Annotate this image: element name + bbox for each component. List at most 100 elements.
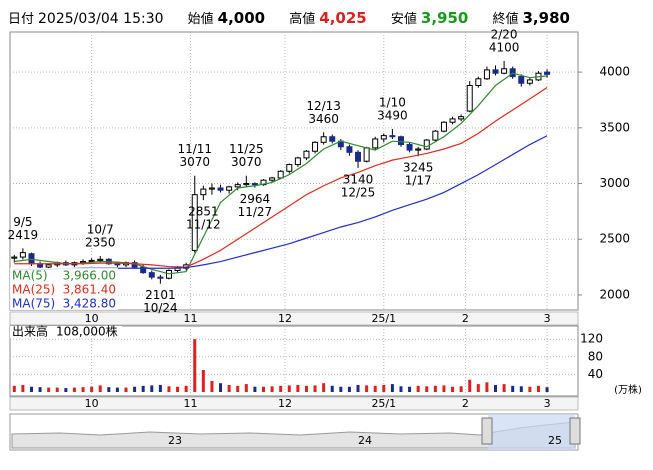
volume-bar — [261, 386, 265, 392]
candle-body — [346, 146, 353, 153]
candle-body — [114, 263, 121, 266]
volume-bar — [98, 385, 102, 392]
month-band — [9, 311, 579, 326]
candle-body — [226, 186, 233, 191]
annotation-price: 3245 — [403, 161, 434, 175]
open-label: 始値 — [187, 12, 214, 27]
candle-body — [397, 136, 404, 146]
x-tick-label: 12 — [278, 397, 292, 410]
volume-bar — [416, 385, 420, 392]
volume-bar — [81, 387, 85, 392]
ma-line — [14, 87, 548, 268]
candle-body — [449, 118, 456, 123]
navigator-handle[interactable] — [481, 417, 493, 445]
candle-body — [234, 184, 241, 188]
x-tick-label: 3 — [544, 397, 551, 410]
volume-bar — [150, 385, 154, 392]
ma-line — [14, 72, 548, 275]
volume-bar — [244, 384, 248, 392]
candle-body — [269, 177, 276, 181]
candle-body — [45, 264, 52, 268]
candle-body — [380, 135, 387, 140]
annotation-date: 12/13 — [306, 99, 341, 113]
volume-bar — [141, 385, 145, 392]
volume-bar — [339, 386, 343, 392]
volume-bar — [476, 384, 480, 392]
volume-bar — [287, 385, 291, 392]
candle-body — [294, 157, 301, 166]
volume-bar — [219, 383, 223, 392]
volume-bar — [236, 385, 240, 392]
y-tick-label: 40 — [588, 367, 603, 381]
volume-bar — [536, 385, 540, 392]
candle-body — [286, 164, 293, 172]
x-tick-label: 25/1 — [371, 397, 396, 410]
volume-bar — [107, 387, 111, 392]
volume-label-box — [10, 326, 122, 338]
x-tick-label: 2 — [462, 397, 469, 410]
legend-label: MA(25) — [12, 283, 55, 297]
navigator-window[interactable] — [488, 414, 575, 450]
legend-value: 3,861.40 — [63, 283, 116, 297]
volume-bar — [459, 386, 463, 392]
candle-body — [432, 130, 439, 141]
volume-bar — [511, 385, 515, 392]
annotation-price: 2101 — [145, 288, 176, 302]
month-band — [9, 396, 579, 411]
x-tick-label: 25/1 — [371, 312, 396, 325]
volume-bar — [158, 384, 162, 392]
candle-body — [243, 183, 250, 186]
y-tick-label: 2500 — [599, 232, 630, 246]
volume-bar — [451, 386, 455, 392]
annotation-price: 3460 — [308, 112, 339, 126]
candle-body — [372, 138, 379, 149]
volume-bar — [296, 384, 300, 392]
navigator-handle[interactable] — [569, 417, 581, 445]
annotation-price: 4100 — [489, 40, 520, 54]
volume-bar — [365, 385, 369, 392]
annotation-date: 1/17 — [405, 174, 432, 188]
x-tick-label: 2 — [462, 312, 469, 325]
candle-body — [11, 256, 18, 259]
volume-bar — [253, 386, 257, 392]
volume-bar — [64, 388, 68, 392]
annotation-date: 1/10 — [379, 95, 406, 109]
y-tick-label: 2000 — [599, 287, 630, 301]
annotation-price: 3070 — [231, 155, 262, 169]
candle-body — [329, 136, 336, 142]
volume-bar — [399, 386, 403, 392]
volume-bar — [304, 385, 308, 392]
volume-bar — [115, 387, 119, 392]
close-label: 終値 — [492, 12, 519, 27]
annotation-date: 2/20 — [491, 27, 518, 41]
candle-body — [88, 259, 95, 263]
volume-bar — [519, 386, 523, 392]
volume-bar — [167, 386, 171, 392]
volume-bar — [184, 385, 188, 392]
annotation-price: 3490 — [377, 108, 408, 122]
candle-body — [97, 258, 104, 261]
volume-bar — [133, 386, 137, 392]
annotation-date: 10/7 — [87, 222, 114, 236]
volume-bar — [227, 384, 231, 392]
annotation-price: 3140 — [343, 172, 374, 186]
legend-label: MA(5) — [12, 269, 48, 283]
candle-body — [277, 170, 284, 179]
volume-bar — [193, 339, 197, 392]
volume-bar — [485, 382, 489, 392]
x-tick-label: 10 — [85, 312, 99, 325]
candle-body — [518, 76, 525, 84]
volume-bar — [390, 384, 394, 392]
annotation-date: 12/25 — [341, 185, 376, 199]
annotation-date: 11/12 — [186, 218, 221, 232]
date-label: 日付 — [8, 12, 35, 27]
candle-body — [406, 144, 413, 151]
candle-body — [458, 116, 465, 120]
open: 4,000 — [217, 9, 266, 27]
candle-body — [19, 252, 26, 258]
volume-bar — [356, 384, 360, 392]
candle-body — [440, 121, 447, 132]
navigator-label: 24 — [358, 434, 372, 447]
volume-bar — [442, 385, 446, 392]
